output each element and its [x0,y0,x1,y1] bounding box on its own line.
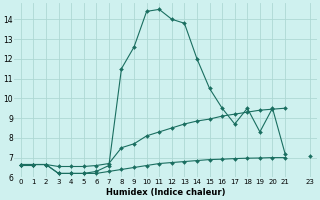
X-axis label: Humidex (Indice chaleur): Humidex (Indice chaleur) [106,188,225,197]
